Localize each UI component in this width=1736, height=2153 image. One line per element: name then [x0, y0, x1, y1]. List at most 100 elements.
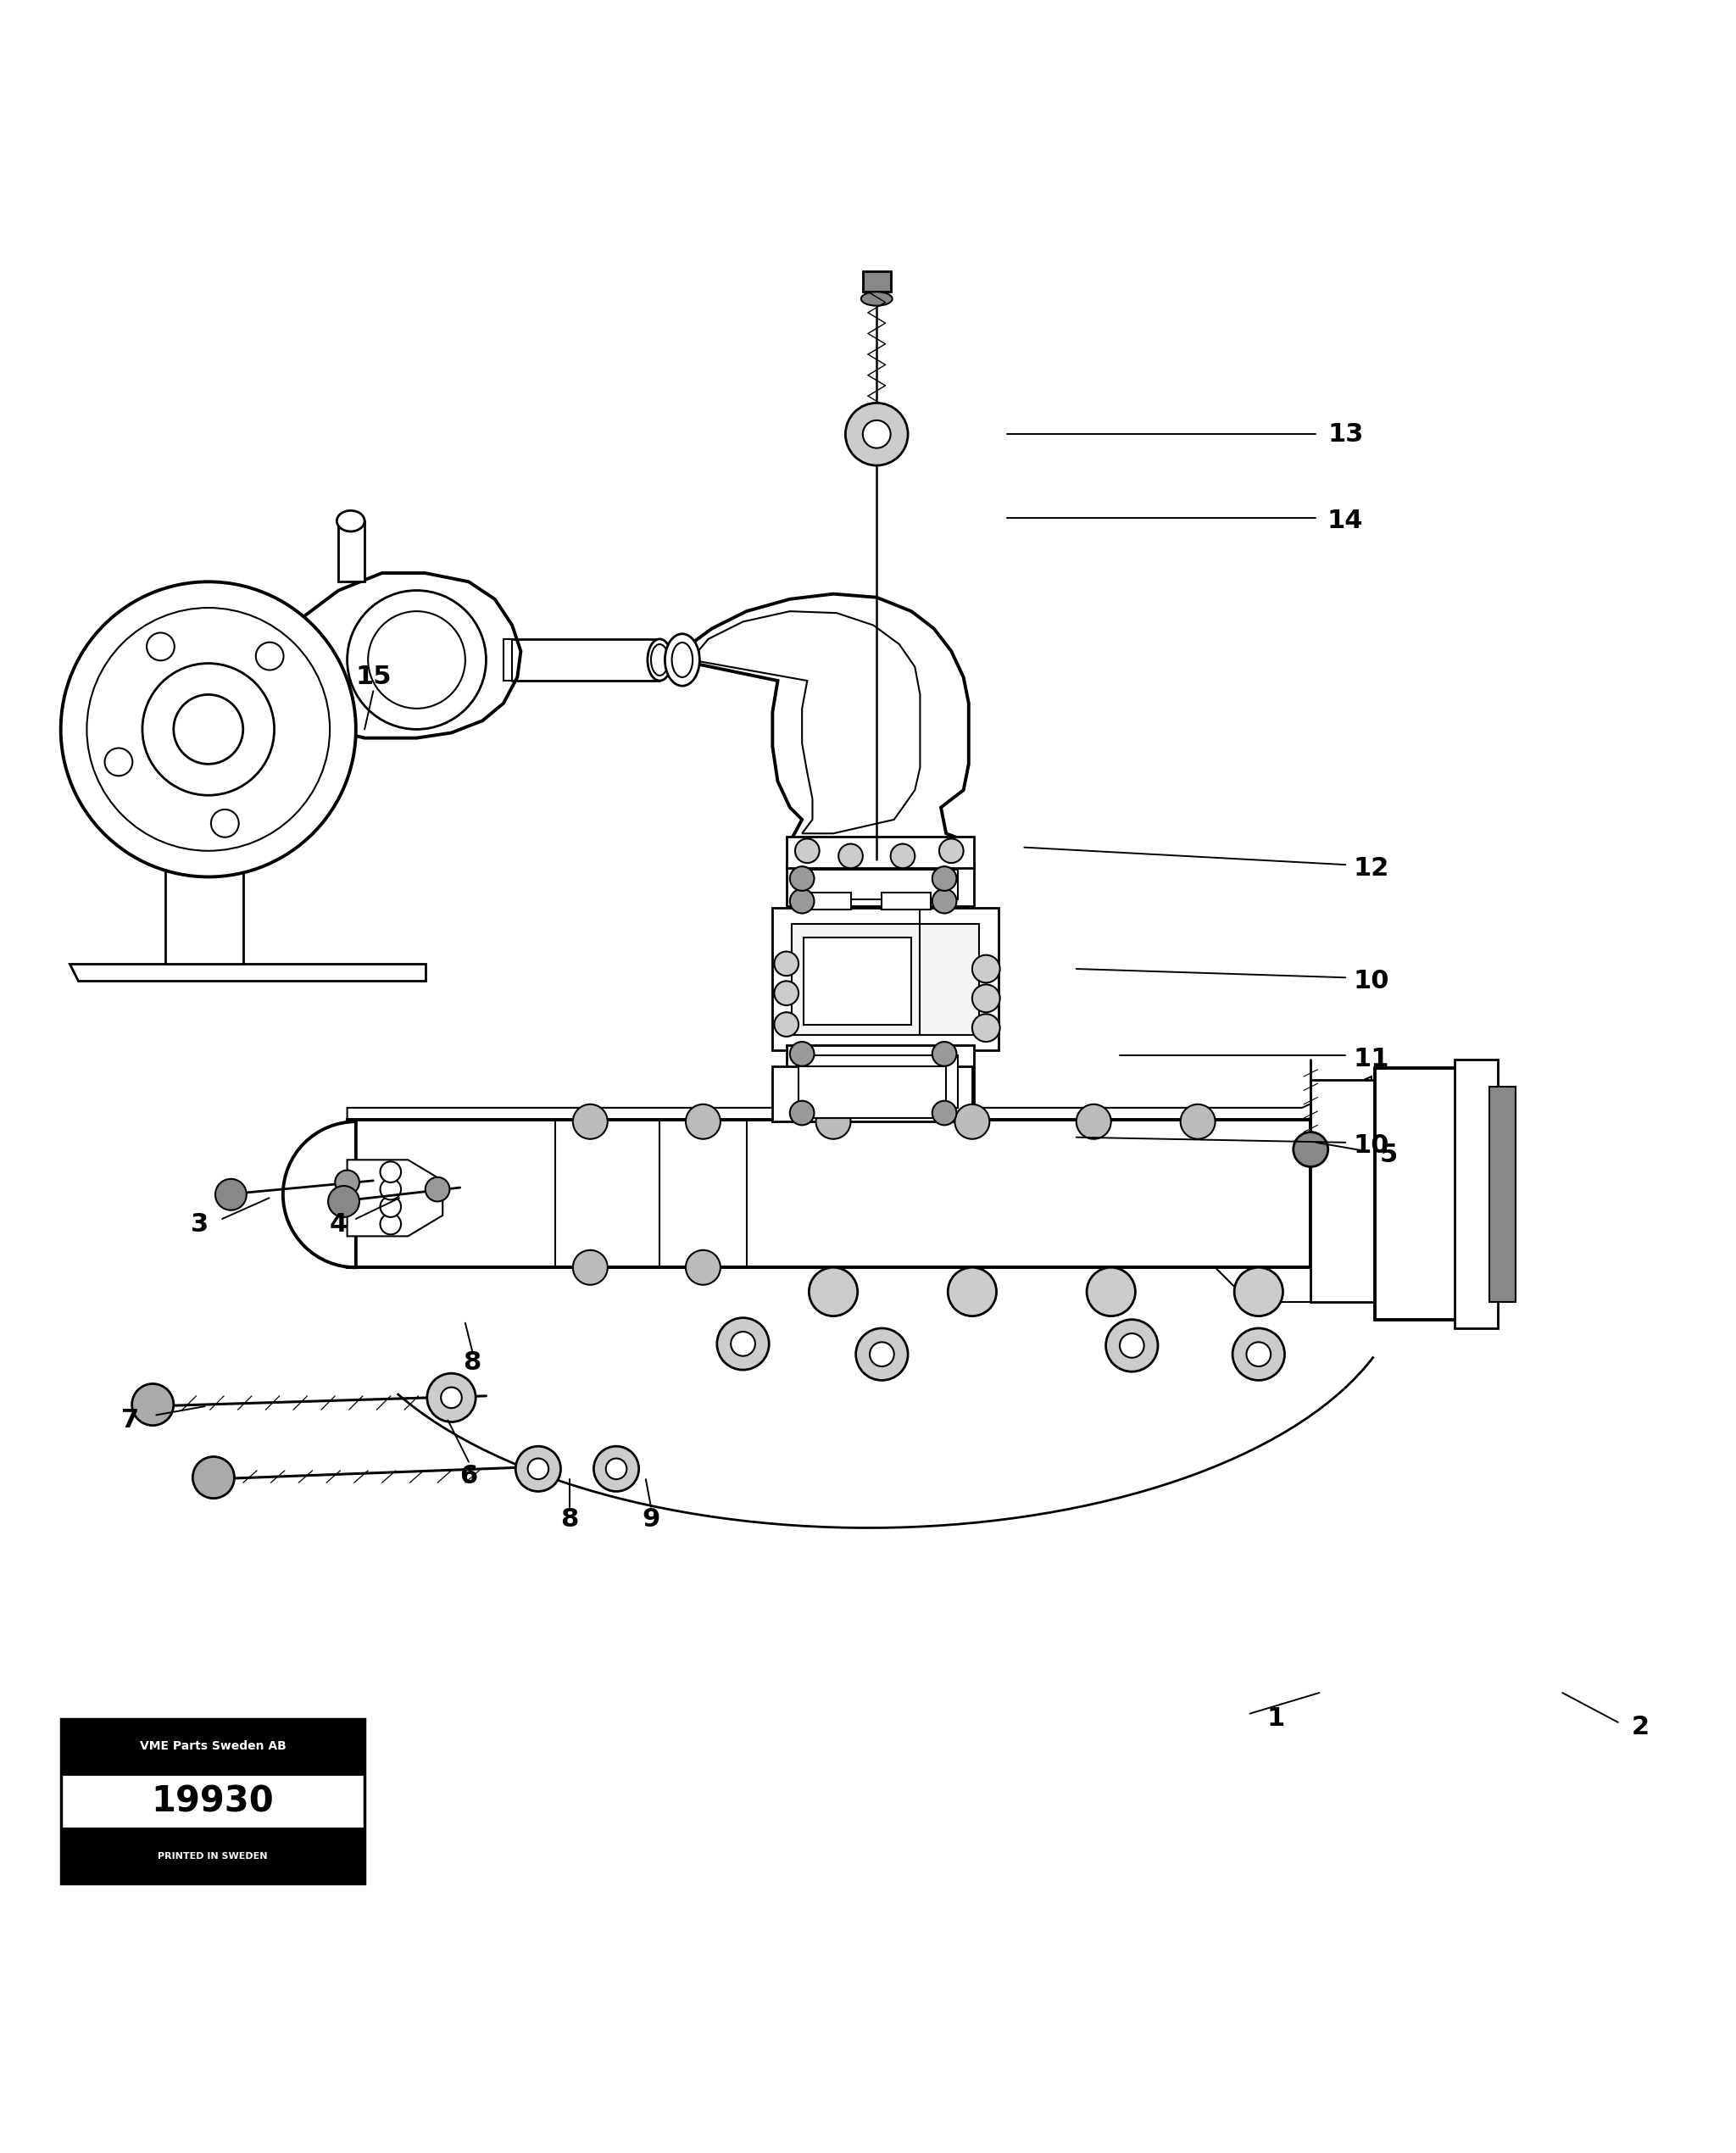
Text: 8: 8: [561, 1507, 578, 1531]
Circle shape: [686, 1104, 720, 1139]
Circle shape: [255, 642, 283, 670]
Circle shape: [686, 1251, 720, 1285]
Circle shape: [790, 866, 814, 891]
Circle shape: [816, 1104, 851, 1139]
Circle shape: [516, 1447, 561, 1492]
Circle shape: [528, 1458, 549, 1479]
Text: 9: 9: [642, 1507, 660, 1531]
Circle shape: [891, 844, 915, 868]
Text: 6: 6: [460, 1464, 477, 1488]
Circle shape: [1234, 1268, 1283, 1315]
Bar: [61, 1828, 365, 1884]
Circle shape: [1076, 1104, 1111, 1139]
Circle shape: [774, 982, 799, 1005]
Circle shape: [573, 1251, 608, 1285]
Bar: [61, 1718, 365, 1774]
Bar: [804, 937, 911, 1025]
Bar: [802, 870, 958, 900]
Circle shape: [380, 1214, 401, 1234]
Text: 15: 15: [356, 665, 391, 689]
Bar: [792, 924, 979, 1036]
Ellipse shape: [648, 639, 672, 680]
Polygon shape: [165, 833, 243, 965]
Polygon shape: [339, 521, 365, 581]
Text: 12: 12: [1354, 857, 1389, 881]
Circle shape: [856, 1328, 908, 1380]
Bar: [1311, 1081, 1380, 1303]
Circle shape: [132, 1384, 174, 1425]
Polygon shape: [269, 573, 521, 738]
Bar: [863, 271, 891, 293]
Bar: [786, 1044, 974, 1117]
Circle shape: [1120, 1333, 1144, 1359]
Circle shape: [347, 590, 486, 730]
Circle shape: [972, 1014, 1000, 1042]
Polygon shape: [503, 639, 512, 680]
Circle shape: [380, 1163, 401, 1182]
Ellipse shape: [665, 633, 700, 687]
Circle shape: [795, 840, 819, 863]
Circle shape: [809, 1268, 858, 1315]
Bar: [882, 893, 930, 911]
Bar: [799, 1066, 946, 1117]
Circle shape: [212, 810, 240, 838]
Text: 3: 3: [191, 1212, 208, 1236]
Circle shape: [1293, 1132, 1328, 1167]
Circle shape: [427, 1374, 476, 1421]
Polygon shape: [691, 611, 920, 833]
Polygon shape: [677, 594, 969, 866]
Circle shape: [731, 1333, 755, 1356]
Circle shape: [148, 633, 175, 661]
Text: 4: 4: [330, 1212, 347, 1236]
Circle shape: [61, 581, 356, 876]
Bar: [802, 893, 851, 911]
Circle shape: [932, 1100, 957, 1126]
Circle shape: [380, 1180, 401, 1199]
Circle shape: [1233, 1328, 1285, 1380]
Ellipse shape: [672, 642, 693, 678]
Wedge shape: [283, 1122, 356, 1268]
Ellipse shape: [861, 293, 892, 306]
Circle shape: [104, 747, 132, 775]
Bar: [347, 1120, 1311, 1268]
Circle shape: [1106, 1320, 1158, 1371]
Circle shape: [594, 1447, 639, 1492]
Circle shape: [972, 984, 1000, 1012]
Text: 14: 14: [1328, 508, 1363, 534]
Text: 10: 10: [1354, 969, 1389, 993]
Text: 5: 5: [1380, 1143, 1397, 1167]
Text: 10: 10: [1354, 1135, 1389, 1158]
Polygon shape: [347, 1160, 443, 1236]
Bar: [1455, 1059, 1498, 1328]
Circle shape: [870, 1341, 894, 1367]
Polygon shape: [347, 1076, 1371, 1122]
Bar: [61, 1718, 365, 1884]
Bar: [786, 863, 974, 906]
Ellipse shape: [337, 510, 365, 532]
Bar: [802, 1055, 958, 1109]
Circle shape: [1087, 1268, 1135, 1315]
Text: 1: 1: [1267, 1707, 1285, 1731]
Circle shape: [606, 1458, 627, 1479]
Text: VME Parts Sweden AB: VME Parts Sweden AB: [139, 1740, 286, 1753]
Text: 7: 7: [122, 1408, 139, 1432]
Circle shape: [87, 607, 330, 850]
Circle shape: [955, 1104, 990, 1139]
Circle shape: [790, 1042, 814, 1066]
Bar: [773, 1066, 972, 1122]
Ellipse shape: [651, 644, 668, 676]
Polygon shape: [69, 965, 425, 982]
Bar: [1489, 1087, 1516, 1303]
Circle shape: [1180, 1104, 1215, 1139]
Circle shape: [845, 403, 908, 465]
Circle shape: [863, 420, 891, 448]
Text: 13: 13: [1328, 422, 1363, 446]
Bar: [773, 909, 998, 1051]
Circle shape: [215, 1180, 247, 1210]
Text: 19930: 19930: [151, 1783, 274, 1819]
Bar: [1375, 1068, 1462, 1320]
Circle shape: [380, 1197, 401, 1216]
Circle shape: [717, 1318, 769, 1369]
Text: PRINTED IN SWEDEN: PRINTED IN SWEDEN: [158, 1852, 267, 1860]
Circle shape: [939, 840, 963, 863]
